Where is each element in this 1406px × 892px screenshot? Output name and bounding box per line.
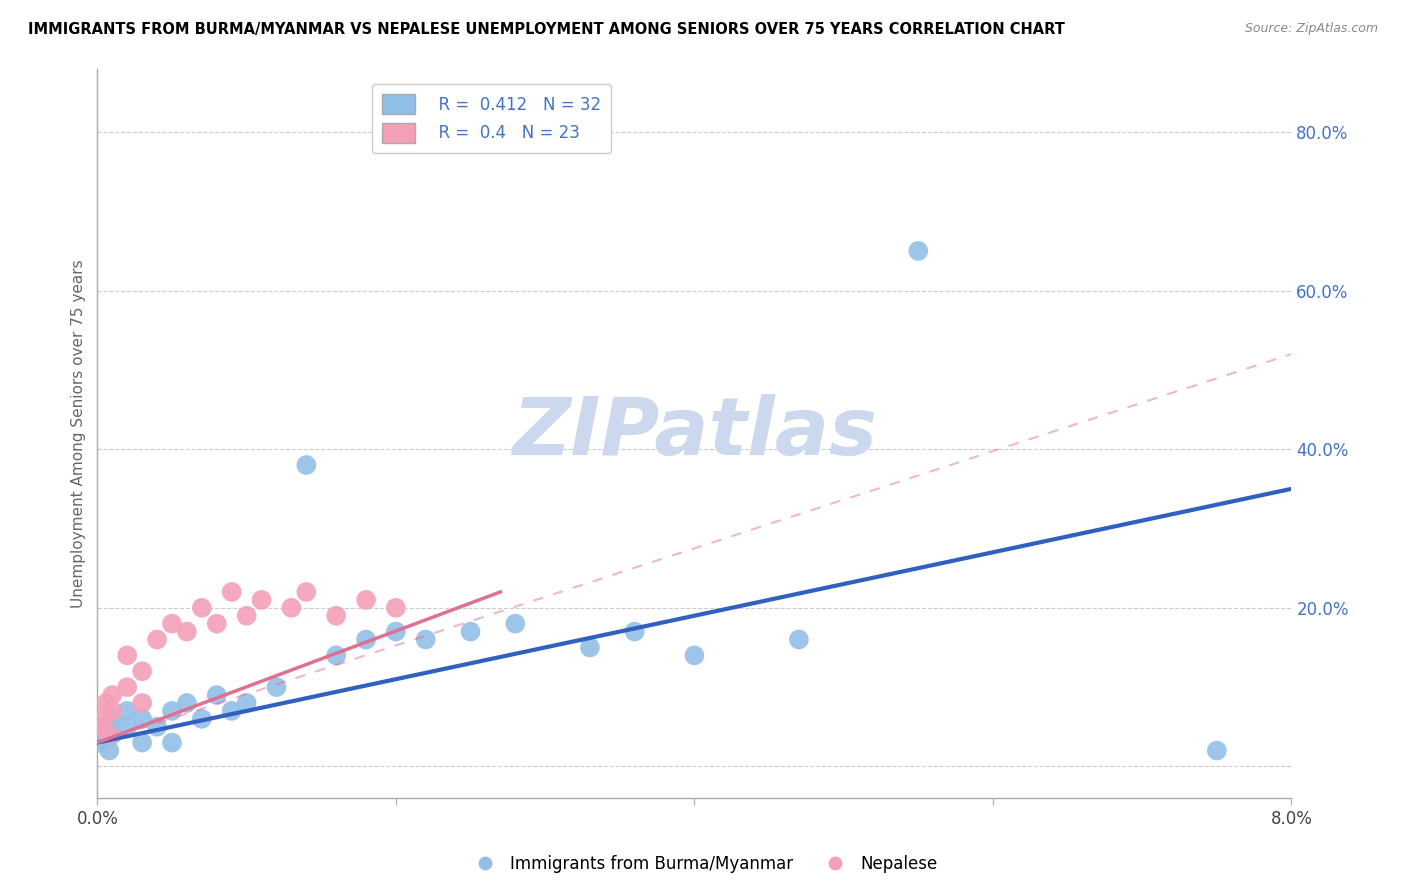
- Point: [460, 624, 482, 639]
- Point: [205, 616, 228, 631]
- Text: ZIPatlas: ZIPatlas: [512, 394, 877, 473]
- Legend: Immigrants from Burma/Myanmar, Nepalese: Immigrants from Burma/Myanmar, Nepalese: [463, 848, 943, 880]
- Point: [115, 720, 138, 734]
- Point: [160, 736, 183, 750]
- Point: [191, 712, 214, 726]
- Point: [146, 632, 169, 647]
- Point: [280, 600, 302, 615]
- Point: [176, 696, 198, 710]
- Point: [503, 616, 526, 631]
- Point: [623, 624, 645, 639]
- Point: [295, 458, 318, 472]
- Point: [907, 244, 929, 258]
- Y-axis label: Unemployment Among Seniors over 75 years: Unemployment Among Seniors over 75 years: [72, 259, 86, 607]
- Point: [385, 624, 408, 639]
- Text: IMMIGRANTS FROM BURMA/MYANMAR VS NEPALESE UNEMPLOYMENT AMONG SENIORS OVER 75 YEA: IMMIGRANTS FROM BURMA/MYANMAR VS NEPALES…: [28, 22, 1064, 37]
- Point: [250, 592, 273, 607]
- Point: [235, 696, 257, 710]
- Legend:   R =  0.412   N = 32,   R =  0.4   N = 23: R = 0.412 N = 32, R = 0.4 N = 23: [371, 84, 612, 153]
- Point: [221, 704, 243, 718]
- Point: [415, 632, 437, 647]
- Point: [101, 704, 124, 718]
- Point: [160, 616, 183, 631]
- Point: [96, 720, 118, 734]
- Point: [683, 648, 706, 663]
- Point: [266, 680, 288, 694]
- Point: [205, 688, 228, 702]
- Point: [115, 704, 138, 718]
- Point: [131, 712, 153, 726]
- Point: [160, 704, 183, 718]
- Point: [131, 665, 153, 679]
- Point: [91, 728, 114, 742]
- Point: [146, 720, 169, 734]
- Point: [89, 720, 111, 734]
- Point: [176, 624, 198, 639]
- Point: [221, 585, 243, 599]
- Point: [235, 608, 257, 623]
- Point: [101, 728, 124, 742]
- Point: [131, 736, 153, 750]
- Point: [101, 712, 124, 726]
- Point: [787, 632, 810, 647]
- Point: [101, 688, 124, 702]
- Point: [98, 728, 121, 742]
- Point: [385, 600, 408, 615]
- Point: [89, 736, 111, 750]
- Point: [354, 592, 377, 607]
- Point: [96, 696, 118, 710]
- Point: [579, 640, 602, 655]
- Point: [325, 648, 347, 663]
- Point: [98, 743, 121, 757]
- Point: [1205, 743, 1227, 757]
- Point: [354, 632, 377, 647]
- Point: [295, 585, 318, 599]
- Text: Source: ZipAtlas.com: Source: ZipAtlas.com: [1244, 22, 1378, 36]
- Point: [115, 648, 138, 663]
- Point: [325, 608, 347, 623]
- Point: [115, 680, 138, 694]
- Point: [191, 600, 214, 615]
- Point: [131, 696, 153, 710]
- Point: [91, 712, 114, 726]
